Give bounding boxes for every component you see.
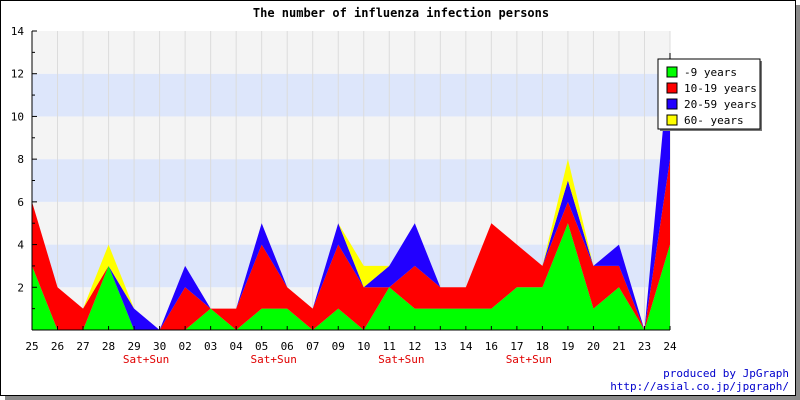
- x-tick-labels: 25 26 27 28 29 30 02 03 04 05 06 07 09 10 11 12 13 14 16 17…: [25, 340, 677, 353]
- x-tick-label: 29: [127, 340, 140, 353]
- area-9-years: [32, 223, 670, 330]
- stacked-areas: [32, 52, 670, 330]
- y-tick-label: 4: [17, 239, 24, 252]
- x-tick-label: 20: [587, 340, 600, 353]
- x-tick-label: 23: [638, 340, 651, 353]
- x-tick-label: 24: [663, 340, 677, 353]
- weekend-label: Sat+Sun: [378, 353, 424, 366]
- y-tick-label: 12: [11, 68, 24, 81]
- x-tick-label: 12: [408, 340, 421, 353]
- legend: -9 years 10-19 years 20-59 years 60- years: [657, 53, 762, 131]
- x-tick-label: 17: [510, 340, 523, 353]
- x-tick-label: 07: [306, 340, 319, 353]
- x-tick-label: 10: [357, 340, 370, 353]
- background-band: [32, 31, 670, 74]
- x-tick-label: 18: [536, 340, 549, 353]
- x-tick-label: 04: [230, 340, 244, 353]
- credit-line-2[interactable]: http://asial.co.jp/jpgraph/: [610, 380, 789, 393]
- axes: [31, 30, 671, 331]
- credit-line-1: produced by JpGraph: [663, 367, 789, 380]
- x-tick-label: 13: [434, 340, 447, 353]
- legend-label: 60- years: [684, 114, 744, 127]
- legend-swatch: [666, 98, 678, 110]
- x-tick-label: 03: [204, 340, 217, 353]
- x-tick-label: 14: [459, 340, 473, 353]
- legend-label: 20-59 years: [684, 98, 757, 111]
- background-band: [32, 73, 670, 117]
- y-tick-labels: 2 4 6 8 10 12 14: [11, 25, 25, 294]
- x-tick-label: 16: [485, 340, 498, 353]
- y-tick-label: 10: [11, 110, 24, 123]
- background-band: [32, 116, 670, 160]
- y-tick-label: 14: [11, 25, 25, 38]
- x-tick-label: 06: [281, 340, 294, 353]
- x-tick-label: 26: [51, 340, 64, 353]
- y-tick-label: 2: [17, 281, 24, 294]
- legend-label: 10-19 years: [684, 82, 757, 95]
- weekend-label: Sat+Sun: [251, 353, 297, 366]
- x-tick-label: 28: [102, 340, 115, 353]
- x-tick-label: 05: [255, 340, 268, 353]
- x-tick-label: 09: [332, 340, 345, 353]
- legend-swatch: [666, 114, 678, 126]
- weekend-labels: Sat+Sun Sat+Sun Sat+Sun Sat+Sun: [123, 353, 552, 366]
- x-tick-label: 11: [383, 340, 396, 353]
- legend-swatch: [666, 82, 678, 94]
- x-tick-label: 02: [178, 340, 191, 353]
- x-tick-label: 25: [25, 340, 38, 353]
- chart-title: The number of influenza infection person…: [253, 6, 549, 20]
- area-10-19-years: [32, 159, 670, 330]
- y-tick-label: 6: [17, 196, 24, 209]
- x-tick-label: 27: [76, 340, 89, 353]
- y-tick-label: 8: [17, 153, 24, 166]
- x-tick-label: 19: [561, 340, 574, 353]
- x-tick-label: 30: [153, 340, 166, 353]
- legend-label: -9 years: [684, 66, 737, 79]
- weekend-label: Sat+Sun: [506, 353, 552, 366]
- x-tick-label: 21: [612, 340, 625, 353]
- credit-link[interactable]: http://asial.co.jp/jpgraph/: [610, 380, 789, 393]
- legend-swatch: [666, 66, 678, 78]
- weekend-label: Sat+Sun: [123, 353, 169, 366]
